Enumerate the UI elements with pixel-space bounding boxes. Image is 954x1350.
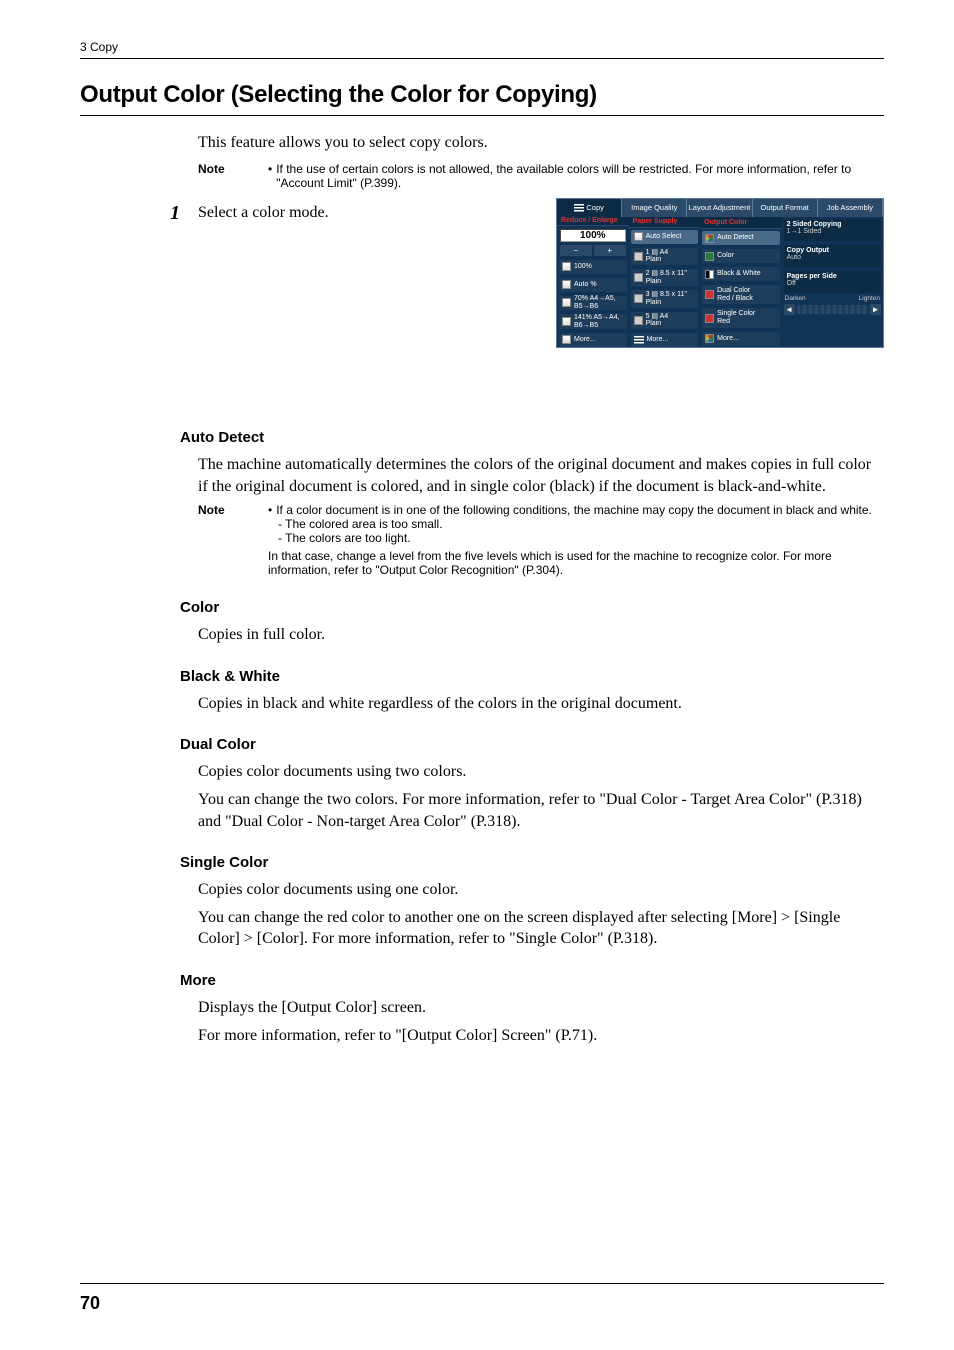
darken-label: Darken — [785, 295, 806, 302]
tab-output-format[interactable]: Output Format — [753, 199, 818, 217]
step-number: 1 — [170, 202, 198, 225]
auto-detect-dash1: The colored area is too small. — [278, 517, 884, 531]
dual-heading: Dual Color — [180, 736, 884, 753]
tab-layout-adjustment[interactable]: Layout Adjustment — [687, 199, 752, 217]
zoom-70-option[interactable]: 70% A4→A5, B5→B6 — [559, 296, 627, 311]
tab-copy[interactable]: Copy — [557, 199, 622, 217]
color-single-option[interactable]: Single Color Red — [702, 308, 780, 327]
zoom-plus-button[interactable]: + — [594, 245, 626, 256]
single-heading: Single Color — [180, 854, 884, 871]
tray-icon — [634, 252, 643, 261]
dual-desc1: Copies color documents using two colors. — [198, 761, 884, 783]
more-desc1: Displays the [Output Color] screen. — [198, 997, 884, 1019]
zoom-percent-display: 100% — [560, 229, 626, 242]
density-slider[interactable] — [797, 305, 868, 314]
tray-icon — [634, 232, 643, 241]
tray-icon — [634, 294, 643, 303]
zoom-minus-button[interactable]: − — [560, 245, 592, 256]
red-swatch-icon — [705, 314, 714, 323]
note-label: Note — [198, 162, 268, 190]
more-desc2: For more information, refer to "[Output … — [198, 1025, 884, 1047]
two-sided-button[interactable]: 2 Sided Copying1→1 Sided — [784, 219, 881, 241]
note-block-2: Note If a color document is in one of th… — [198, 503, 884, 577]
bw-swatch-icon — [705, 270, 714, 279]
bw-desc: Copies in black and white regardless of … — [198, 693, 884, 715]
lighten-button[interactable]: ► — [870, 304, 881, 315]
tab-job-assembly[interactable]: Job Assembly — [818, 199, 883, 217]
color-bw-option[interactable]: Black & White — [702, 267, 780, 281]
footer-rule — [80, 1283, 884, 1284]
output-color-heading: Output Color — [700, 217, 782, 229]
dual-desc2: You can change the two colors. For more … — [198, 789, 884, 832]
note-block-1: Note If the use of certain colors is not… — [198, 162, 884, 190]
paper-tray1-option[interactable]: 1 ▤ A4 Plain — [631, 248, 699, 265]
color-dual-option[interactable]: Dual Color Red / Black — [702, 285, 780, 304]
note-1-text: If the use of certain colors is not allo… — [276, 162, 884, 190]
list-icon — [634, 336, 644, 345]
note-label: Note — [198, 503, 268, 577]
zoom-auto-option[interactable]: Auto % — [559, 278, 627, 292]
auto-detect-dash2: The colors are too light. — [278, 531, 884, 545]
paper-more-option[interactable]: More... — [631, 333, 699, 347]
auto-detect-desc: The machine automatically determines the… — [198, 454, 884, 497]
running-head: 3 Copy — [80, 40, 884, 59]
bw-heading: Black & White — [180, 668, 884, 685]
paper-tray2-option[interactable]: 2 ▤ 8.5 x 11" Plain — [631, 269, 699, 286]
reduce-enlarge-heading: Reduce / Enlarge — [557, 217, 629, 226]
page-icon — [562, 317, 571, 326]
single-desc1: Copies color documents using one color. — [198, 879, 884, 901]
color-full-option[interactable]: Color — [702, 249, 780, 263]
color-auto-detect-option[interactable]: Auto Detect — [702, 231, 780, 245]
page-icon — [562, 335, 571, 344]
single-desc2: You can change the red color to another … — [198, 907, 884, 950]
page-number: 70 — [80, 1293, 100, 1314]
zoom-more-option[interactable]: More... — [559, 333, 627, 347]
zoom-141-option[interactable]: 141% A5→A4, B6→B5 — [559, 314, 627, 329]
page-icon — [562, 280, 571, 289]
tray-icon — [634, 273, 643, 282]
color-heading: Color — [180, 599, 884, 616]
paper-tray5-option[interactable]: 5 ▤ A4 Plain — [631, 312, 699, 329]
auto-detect-note-bullet: If a color document is in one of the fol… — [276, 503, 872, 517]
auto-color-icon — [705, 234, 714, 243]
auto-detect-note-tail: In that case, change a level from the fi… — [268, 549, 884, 577]
page-icon — [562, 262, 571, 271]
page-icon — [562, 298, 571, 307]
paper-tray3-option[interactable]: 3 ▤ 8.5 x 11" Plain — [631, 290, 699, 307]
red-swatch-icon — [705, 290, 714, 299]
copier-ui-screenshot: Copy Image Quality Layout Adjustment Out… — [556, 198, 884, 348]
pages-per-side-button[interactable]: Pages per SideOff — [784, 271, 881, 293]
auto-detect-heading: Auto Detect — [180, 429, 884, 446]
paper-auto-option[interactable]: Auto Select — [631, 230, 699, 244]
color-swatch-icon — [705, 252, 714, 261]
color-desc: Copies in full color. — [198, 624, 884, 646]
page-title: Output Color (Selecting the Color for Co… — [80, 81, 884, 116]
intro-text: This feature allows you to select copy c… — [198, 134, 884, 152]
tab-image-quality[interactable]: Image Quality — [622, 199, 687, 217]
copy-icon — [574, 204, 584, 213]
color-more-option[interactable]: More... — [702, 332, 780, 346]
more-heading: More — [180, 972, 884, 989]
tray-icon — [634, 316, 643, 325]
zoom-100-option[interactable]: 100% — [559, 260, 627, 274]
darken-button[interactable]: ◄ — [784, 304, 795, 315]
lighten-label: Lighten — [859, 295, 880, 302]
paper-supply-heading: Paper Supply — [629, 217, 701, 228]
copy-output-button[interactable]: Copy OutputAuto — [784, 245, 881, 267]
color-swatch-icon — [705, 334, 714, 343]
